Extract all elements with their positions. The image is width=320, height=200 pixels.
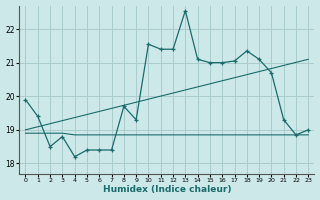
X-axis label: Humidex (Indice chaleur): Humidex (Indice chaleur) <box>103 185 231 194</box>
